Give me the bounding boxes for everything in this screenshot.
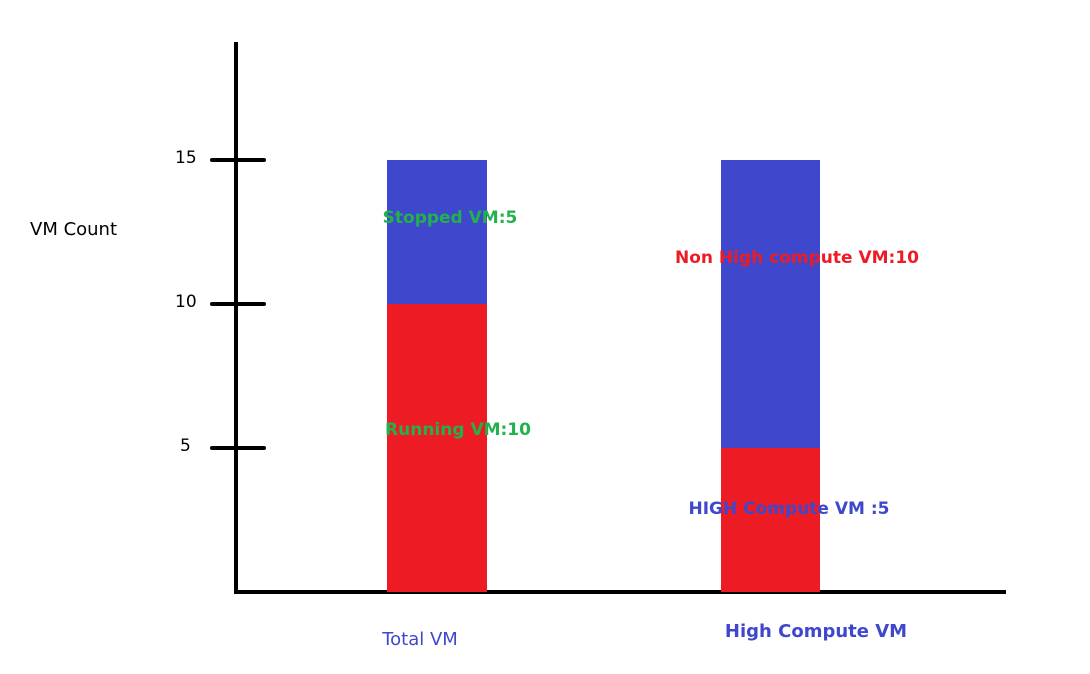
- x-axis: [234, 590, 1006, 594]
- bar-segment-non-high-compute-vm: [721, 160, 820, 448]
- data-label-stopped-vm: Stopped VM:5: [382, 208, 518, 228]
- bar-segment-running-vm: [387, 304, 487, 592]
- data-label-running-vm: Running VM:10: [385, 420, 531, 440]
- y-tick-label-5: 5: [180, 436, 191, 456]
- category-label-total-vm: Total VM: [382, 629, 458, 650]
- y-tick-label-15: 15: [175, 148, 197, 168]
- bar-segment-stopped-vm: [387, 160, 487, 304]
- category-label-high-compute-vm: High Compute VM: [724, 621, 908, 642]
- y-tick-15: [210, 158, 266, 162]
- bar-segment-high-compute-vm: [721, 448, 820, 592]
- data-label-high-compute-vm: HIGH Compute VM :5: [688, 499, 890, 519]
- y-axis-label: VM Count: [30, 219, 118, 240]
- y-tick-5: [210, 446, 266, 450]
- y-tick-10: [210, 302, 266, 306]
- data-label-non-high-compute-vm: Non High compute VM:10: [674, 248, 920, 268]
- y-axis: [234, 42, 238, 594]
- y-tick-label-10: 10: [175, 292, 197, 312]
